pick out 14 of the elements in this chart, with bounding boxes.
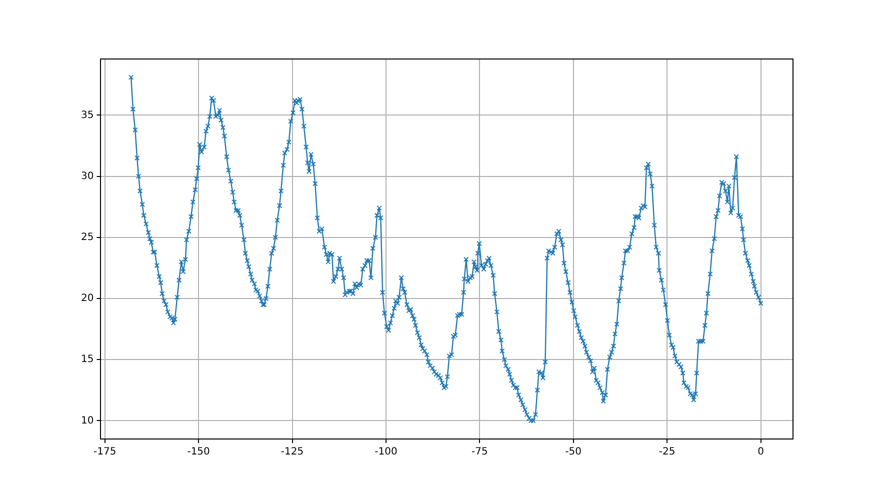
y-tick-label: 20 [80,293,94,304]
y-tick-label: 30 [80,170,94,182]
y-tick-label: 25 [80,232,94,243]
y-tick-label: 35 [80,110,94,121]
y-tick-label: 10 [80,415,94,426]
x-tick-label: 0 [758,446,764,458]
x-tick-label: -75 [471,446,488,458]
x-tick-label: -175 [93,446,116,458]
x-tick-label: -25 [658,446,676,458]
x-tick-label: -100 [374,446,398,458]
y-tick-label: 15 [80,354,94,366]
x-tick-label: -50 [565,446,582,458]
x-tick-label: -150 [187,446,210,458]
x-tick-label: -125 [280,446,304,458]
